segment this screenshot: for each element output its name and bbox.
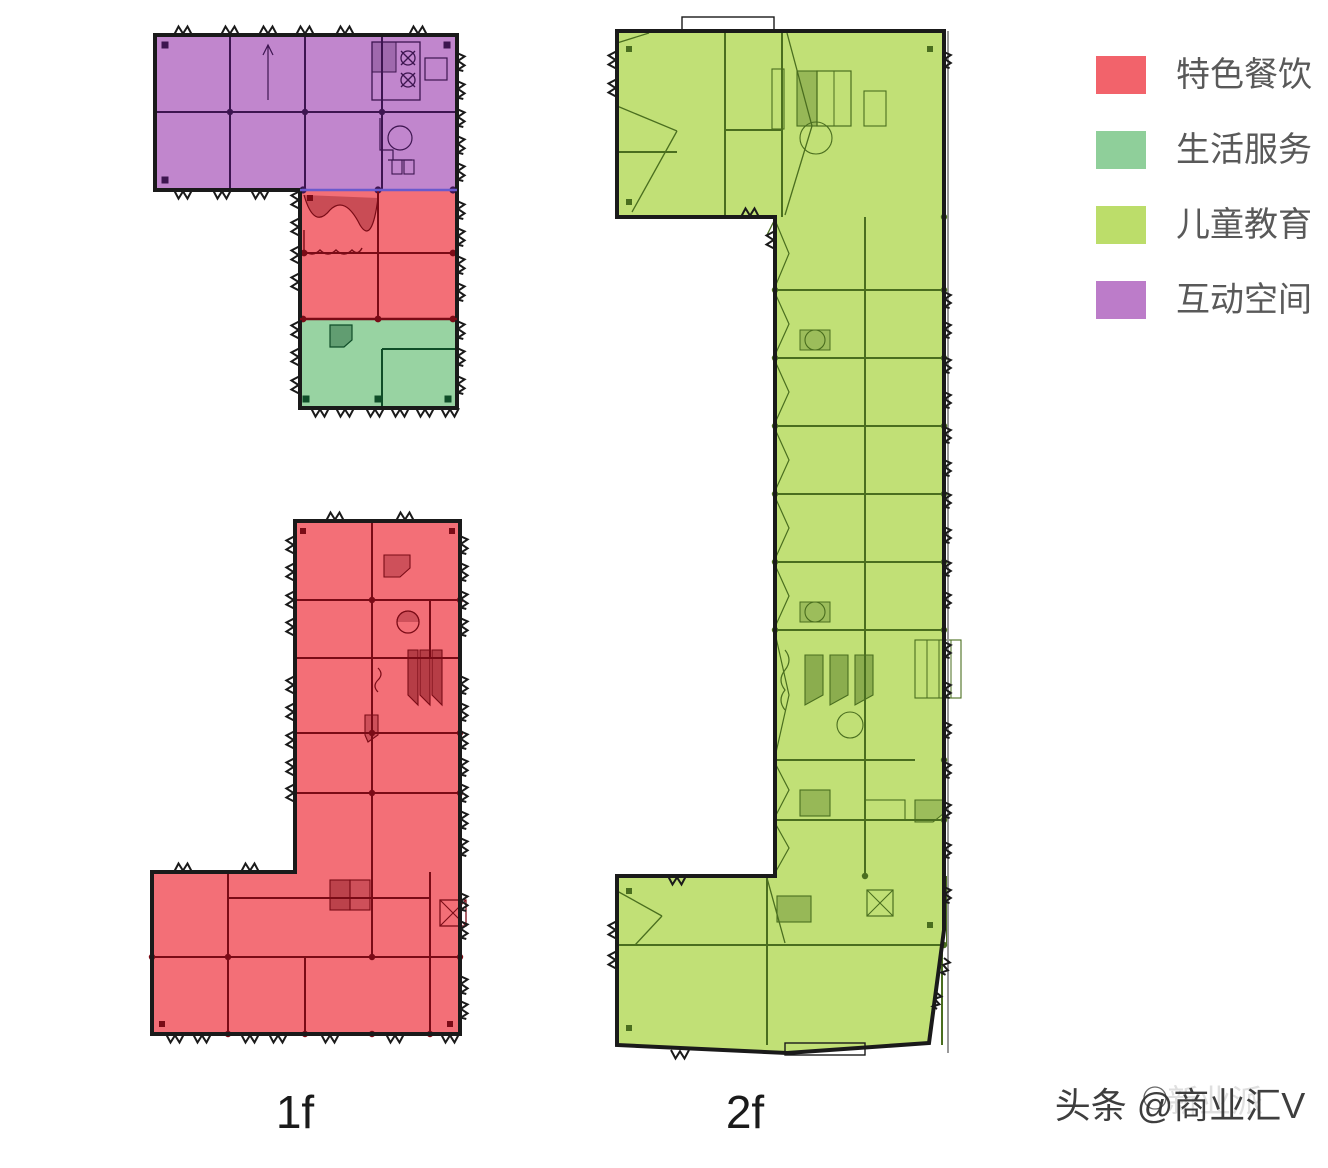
svg-text:头条 @商业汇V: 头条 @商业汇V <box>1055 1085 1306 1126</box>
svg-text:生活服务: 生活服务 <box>1176 131 1312 169</box>
svg-text:特色餐饮: 特色餐饮 <box>1176 56 1312 94</box>
svg-text:儿童教育: 儿童教育 <box>1176 206 1312 244</box>
svg-text:互动空间: 互动空间 <box>1176 281 1312 319</box>
svg-text:2f: 2f <box>726 1086 765 1138</box>
svg-text:1f: 1f <box>276 1086 315 1138</box>
